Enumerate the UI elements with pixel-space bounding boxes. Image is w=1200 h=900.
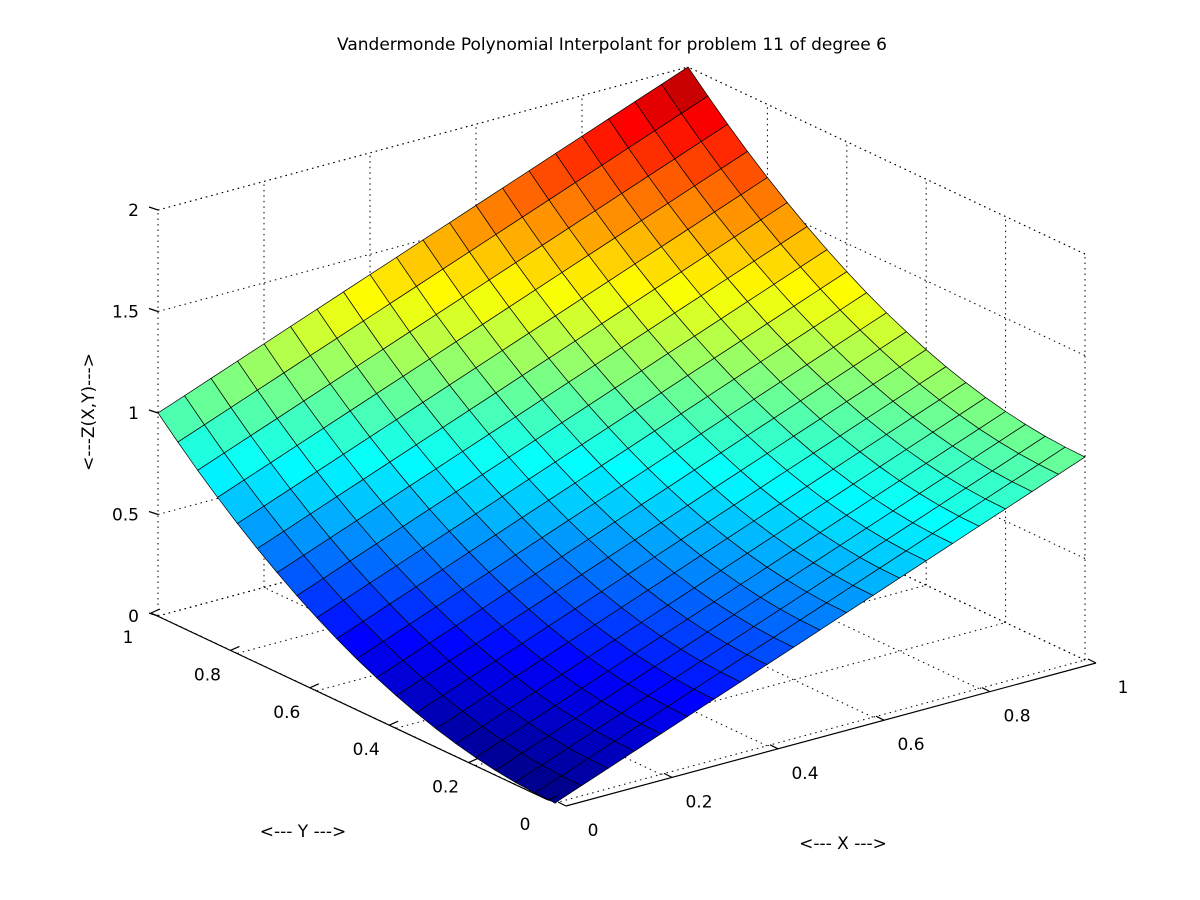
y-axis-line <box>150 612 549 801</box>
x-axis-label: <--- X ---> <box>799 834 887 854</box>
x-tick-label: 0.4 <box>791 764 818 784</box>
x-tick-mark <box>769 744 779 750</box>
y-tick-mark <box>468 758 478 764</box>
z-tick-mark <box>148 206 159 211</box>
y-tick-label: 0.2 <box>432 778 459 798</box>
y-tick-label: 0 <box>520 815 531 835</box>
z-tick-label: 2 <box>128 201 139 221</box>
y-tick-label: 0.4 <box>353 740 380 760</box>
axes <box>148 206 1097 807</box>
chart-title: Vandermonde Polynomial Interpolant for p… <box>337 35 887 55</box>
y-tick-mark <box>547 795 558 801</box>
z-tick-label: 1.5 <box>112 303 139 323</box>
y-tick-mark <box>230 645 240 651</box>
x-tick-label: 0 <box>588 821 599 841</box>
x-tick-mark <box>1087 658 1097 664</box>
z-tick-label: 1 <box>128 404 139 424</box>
x-tick-label: 0.8 <box>1003 707 1030 727</box>
floor-gridline-y <box>475 622 1006 767</box>
surface-mesh <box>157 66 1086 804</box>
x-tick-label: 1 <box>1118 678 1129 698</box>
y-tick-label: 0.8 <box>194 665 221 685</box>
back-wall-gridline-z <box>157 66 689 211</box>
x-tick-mark <box>557 801 567 807</box>
x-tick-label: 0.2 <box>685 792 712 812</box>
x-tick-label: 0.6 <box>897 735 924 755</box>
y-tick-mark <box>150 608 161 614</box>
z-axis-label: <---Z(X,Y)---> <box>79 353 99 471</box>
y-axis-label: <--- Y ---> <box>260 822 347 842</box>
x-tick-mark <box>663 772 673 778</box>
z-tick-label: 0.5 <box>112 506 139 526</box>
z-tick-mark <box>148 307 159 313</box>
z-tick-mark <box>148 612 159 617</box>
z-tick-label: 0 <box>128 607 139 627</box>
y-tick-mark <box>309 683 320 689</box>
y-tick-mark <box>388 720 399 726</box>
y-tick-label: 1 <box>123 628 134 648</box>
z-tick-mark <box>148 510 159 516</box>
x-axis-line <box>565 662 1097 807</box>
x-tick-mark <box>875 715 885 721</box>
y-tick-label: 0.6 <box>273 703 300 723</box>
z-tick-mark <box>148 409 159 414</box>
x-tick-mark <box>981 687 991 693</box>
floor-gridline-y <box>554 659 1086 804</box>
